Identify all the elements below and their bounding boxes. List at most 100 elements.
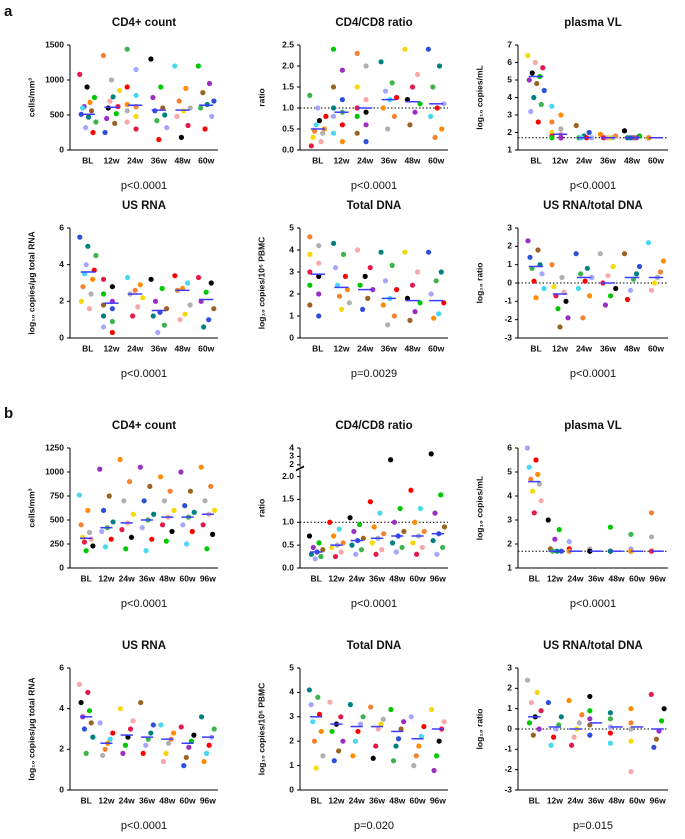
data-point	[352, 738, 359, 744]
x-tick-label: 24w	[119, 795, 135, 805]
y-tick-label: 1	[289, 310, 294, 320]
data-point	[90, 276, 96, 282]
data-point	[390, 758, 397, 764]
p-value: p<0.0001	[121, 368, 167, 380]
data-point	[178, 724, 184, 730]
data-point	[307, 269, 313, 275]
data-point	[354, 130, 360, 136]
data-point	[172, 273, 178, 279]
data-point	[124, 46, 130, 52]
data-point	[171, 507, 177, 513]
data-point	[607, 524, 614, 530]
data-point	[548, 742, 554, 748]
y-axis-label: log₁₀ ratio	[474, 709, 484, 750]
data-point	[367, 265, 373, 271]
data-point	[141, 498, 147, 504]
data-point	[541, 87, 547, 94]
data-point	[628, 706, 634, 712]
data-point	[351, 528, 357, 535]
data-point	[393, 549, 399, 555]
data-point	[100, 313, 107, 319]
x-tick-label: 36w	[369, 573, 385, 583]
x-tick-label: 24w	[349, 795, 365, 805]
p-value: p<0.0001	[570, 598, 616, 610]
x-tick-label: 12w	[328, 573, 344, 583]
y-tick-label: 1	[507, 562, 512, 572]
data-point	[389, 80, 395, 86]
y-tick-label: 2	[507, 127, 512, 137]
data-point	[545, 699, 552, 706]
data-point	[431, 767, 437, 774]
data-point	[531, 94, 537, 101]
data-point	[648, 510, 655, 516]
data-point	[528, 108, 534, 115]
data-point	[536, 726, 542, 732]
data-point	[558, 714, 564, 720]
data-point	[130, 511, 136, 517]
data-point	[438, 492, 444, 498]
y-tick-label: 5	[507, 466, 512, 476]
data-point	[436, 311, 442, 317]
y-tick-label: 6	[507, 57, 512, 67]
data-point	[159, 522, 166, 528]
data-point	[77, 71, 83, 77]
data-point	[330, 113, 337, 119]
data-point	[311, 738, 318, 744]
data-point	[117, 706, 123, 712]
data-point	[535, 119, 541, 125]
data-point	[87, 99, 93, 105]
data-point	[209, 113, 215, 119]
data-point	[189, 528, 195, 535]
x-tick-label: BL	[529, 795, 540, 805]
data-point	[338, 306, 345, 312]
data-point	[558, 126, 564, 132]
data-point	[133, 66, 139, 73]
data-point	[536, 481, 543, 487]
y-tick-label: 6	[507, 442, 512, 452]
data-point	[187, 105, 193, 111]
y-axis-label: log₁₀ copies/10⁶ PBMC	[256, 237, 266, 330]
chart-title: CD4+ count	[112, 420, 176, 432]
y-tick-label: 0.5	[282, 123, 294, 133]
data-point	[607, 710, 614, 716]
data-point	[428, 291, 434, 297]
data-point	[163, 750, 169, 757]
y-tick-label: 2	[289, 288, 294, 298]
y-tick-label: 3	[289, 711, 294, 721]
x-tick-label: 48w	[404, 155, 420, 165]
data-point	[88, 720, 94, 726]
x-tick-label: BL	[310, 573, 321, 583]
data-point	[184, 541, 190, 547]
data-point	[327, 519, 333, 525]
x-tick-label: 96w	[650, 795, 666, 805]
data-point	[582, 278, 588, 284]
data-point	[375, 726, 381, 732]
data-point	[529, 488, 536, 494]
data-point	[628, 531, 634, 538]
p-value: p<0.0001	[121, 180, 167, 192]
data-point	[330, 46, 337, 52]
data-point	[556, 527, 562, 533]
x-tick-label: 96w	[430, 795, 446, 805]
data-point	[413, 753, 419, 759]
data-point	[365, 295, 371, 301]
data-point	[354, 247, 361, 253]
data-point	[526, 77, 532, 83]
y-axis-label: cells/mm³	[26, 488, 36, 527]
data-point	[178, 469, 184, 475]
y-tick-label: 3	[289, 451, 294, 461]
data-point	[80, 534, 86, 540]
x-tick-label: 24w	[576, 155, 592, 165]
data-point	[389, 540, 396, 546]
data-point	[566, 697, 572, 704]
data-point	[102, 544, 109, 550]
data-point	[373, 743, 379, 749]
data-point	[419, 544, 425, 551]
data-point	[97, 720, 103, 726]
data-point	[395, 736, 402, 742]
data-point	[648, 287, 655, 293]
data-point	[441, 300, 447, 306]
data-point	[185, 122, 191, 129]
data-point	[336, 526, 342, 532]
data-point	[119, 527, 125, 533]
